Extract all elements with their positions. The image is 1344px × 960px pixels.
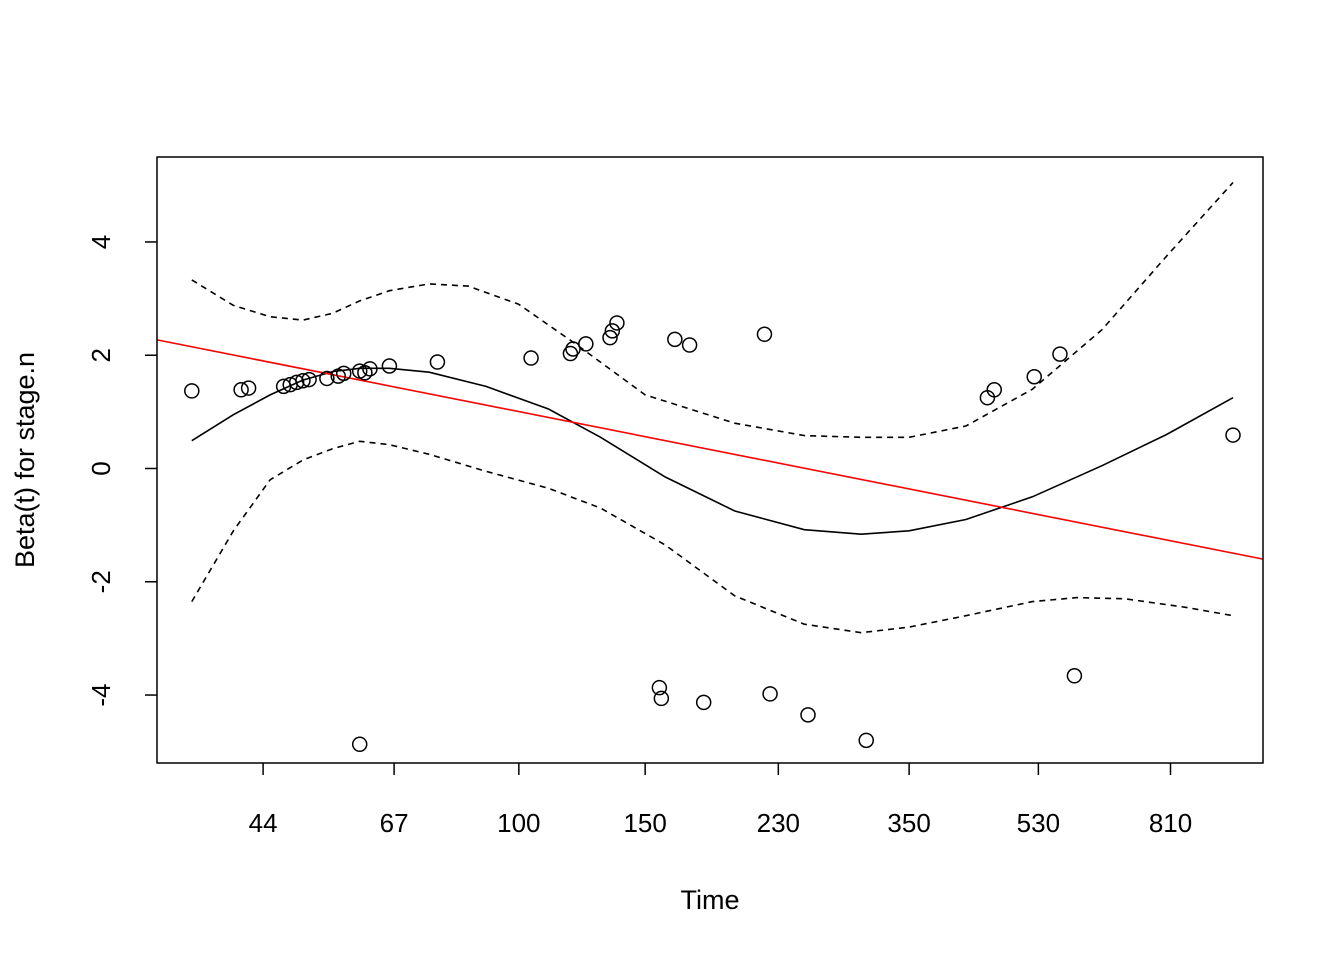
x-tick-label: 67 bbox=[380, 808, 409, 838]
data-point bbox=[184, 383, 200, 399]
lower-band-curve bbox=[191, 440, 1234, 634]
data-point bbox=[357, 365, 373, 381]
data-point bbox=[1225, 427, 1241, 443]
curve-layer bbox=[156, 181, 1264, 634]
data-point bbox=[240, 380, 257, 396]
data-point bbox=[762, 686, 778, 702]
data-point bbox=[351, 736, 368, 753]
y-tick-label: 2 bbox=[86, 348, 116, 362]
data-point bbox=[858, 732, 874, 749]
x-tick-label: 100 bbox=[497, 808, 540, 838]
y-axis-title: Beta(t) for stage.n bbox=[10, 352, 40, 568]
data-point bbox=[578, 336, 594, 352]
y-tick-label: -2 bbox=[86, 570, 116, 593]
data-point bbox=[429, 354, 446, 370]
data-point bbox=[288, 374, 305, 391]
data-point bbox=[295, 372, 311, 389]
data-point bbox=[319, 370, 335, 387]
upper-band-curve bbox=[191, 181, 1234, 439]
data-point bbox=[651, 679, 668, 696]
data-point bbox=[756, 326, 773, 343]
data-point bbox=[695, 694, 712, 711]
x-tick-label: 530 bbox=[1017, 808, 1060, 838]
data-point bbox=[653, 690, 670, 707]
data-point bbox=[609, 315, 625, 331]
data-point bbox=[602, 329, 618, 346]
y-tick-label: 0 bbox=[86, 461, 116, 475]
data-point bbox=[1026, 368, 1042, 385]
x-tick-label: 350 bbox=[887, 808, 930, 838]
data-point bbox=[1066, 668, 1083, 684]
y-tick-label: 4 bbox=[86, 235, 116, 249]
data-point bbox=[381, 358, 398, 374]
data-point bbox=[667, 331, 683, 348]
data-point bbox=[301, 371, 317, 388]
data-point bbox=[604, 323, 621, 339]
x-axis: 44 67 100 150 230 350 530 810 bbox=[249, 763, 1192, 838]
data-point bbox=[800, 707, 816, 723]
x-axis-title: Time bbox=[681, 885, 740, 915]
fit-line bbox=[156, 339, 1264, 560]
data-point bbox=[1052, 346, 1068, 362]
plot-frame bbox=[156, 156, 1264, 764]
x-tick-label: 150 bbox=[623, 808, 666, 838]
points-layer bbox=[184, 315, 1241, 753]
data-point bbox=[681, 337, 698, 353]
y-axis: -4 -2 0 2 4 bbox=[86, 235, 157, 707]
data-point bbox=[523, 350, 539, 366]
x-tick-label: 230 bbox=[757, 808, 800, 838]
x-tick-label: 810 bbox=[1149, 808, 1192, 838]
smooth-curve bbox=[191, 367, 1234, 536]
y-tick-label: -4 bbox=[86, 683, 116, 706]
data-point bbox=[565, 341, 581, 357]
data-point bbox=[233, 382, 249, 398]
data-point bbox=[986, 382, 1002, 398]
data-point bbox=[335, 365, 352, 382]
data-point bbox=[362, 361, 378, 377]
x-tick-label: 44 bbox=[249, 808, 278, 838]
